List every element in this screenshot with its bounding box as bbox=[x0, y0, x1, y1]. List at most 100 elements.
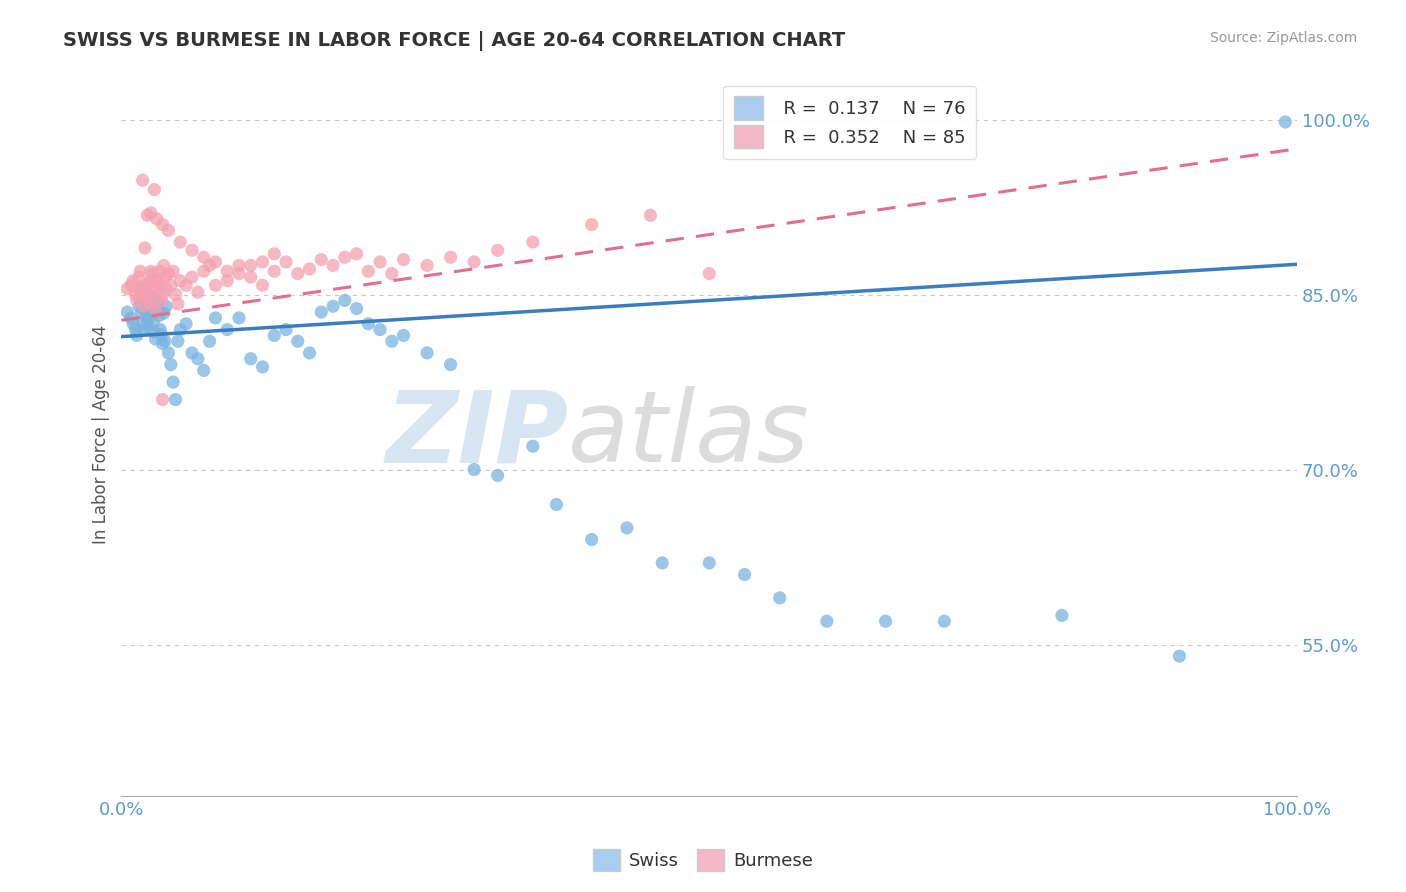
Point bbox=[204, 255, 226, 269]
Point bbox=[145, 301, 167, 316]
Y-axis label: In Labor Force | Age 20-64: In Labor Force | Age 20-64 bbox=[93, 325, 110, 544]
Point bbox=[581, 533, 603, 547]
Point bbox=[128, 299, 150, 313]
Point bbox=[117, 282, 139, 296]
Point bbox=[357, 264, 380, 278]
Point bbox=[252, 278, 274, 293]
Point bbox=[416, 259, 439, 273]
Point bbox=[138, 297, 160, 311]
Point bbox=[132, 322, 155, 336]
Point bbox=[169, 274, 191, 288]
Point bbox=[252, 255, 274, 269]
Point bbox=[298, 346, 321, 360]
Point bbox=[152, 336, 174, 351]
Point bbox=[287, 267, 309, 281]
Point bbox=[165, 392, 187, 407]
Point bbox=[463, 462, 485, 476]
Point bbox=[122, 274, 145, 288]
Point bbox=[522, 439, 544, 453]
Point bbox=[1274, 115, 1296, 129]
Point bbox=[193, 363, 215, 377]
Point bbox=[651, 556, 673, 570]
Point bbox=[322, 259, 344, 273]
Point bbox=[263, 328, 285, 343]
Point bbox=[392, 328, 415, 343]
Point bbox=[187, 285, 209, 300]
Point bbox=[198, 334, 221, 349]
Point bbox=[381, 267, 404, 281]
Point bbox=[152, 218, 174, 232]
Point bbox=[228, 259, 250, 273]
Point bbox=[239, 351, 262, 366]
Point bbox=[169, 235, 191, 249]
Point bbox=[157, 346, 180, 360]
Point bbox=[298, 262, 321, 277]
Point bbox=[135, 309, 157, 323]
Point bbox=[131, 290, 153, 304]
Point bbox=[581, 218, 603, 232]
Point bbox=[416, 346, 439, 360]
Point bbox=[815, 614, 838, 628]
Point bbox=[122, 317, 145, 331]
Point bbox=[181, 346, 204, 360]
Point bbox=[181, 270, 204, 285]
Point bbox=[117, 305, 139, 319]
Point bbox=[132, 299, 155, 313]
Point bbox=[486, 244, 509, 258]
Point bbox=[143, 183, 166, 197]
Point bbox=[152, 392, 174, 407]
Point bbox=[439, 358, 461, 372]
Point bbox=[136, 208, 159, 222]
Point bbox=[129, 293, 152, 308]
Point bbox=[145, 332, 167, 346]
Point bbox=[139, 264, 162, 278]
Point bbox=[129, 264, 152, 278]
Point bbox=[162, 375, 184, 389]
Point bbox=[228, 267, 250, 281]
Text: atlas: atlas bbox=[568, 386, 810, 483]
Text: ZIP: ZIP bbox=[385, 386, 568, 483]
Point bbox=[174, 317, 197, 331]
Point bbox=[217, 322, 239, 336]
Point bbox=[734, 567, 756, 582]
Point bbox=[152, 306, 174, 320]
Point bbox=[167, 334, 190, 349]
Point bbox=[131, 282, 153, 296]
Point bbox=[124, 322, 146, 336]
Point bbox=[381, 334, 404, 349]
Point bbox=[263, 247, 285, 261]
Point bbox=[357, 317, 380, 331]
Point bbox=[139, 304, 162, 318]
Point bbox=[165, 287, 187, 301]
Point bbox=[146, 294, 169, 309]
Point bbox=[616, 521, 638, 535]
Point bbox=[138, 297, 160, 311]
Point bbox=[145, 211, 167, 226]
Point bbox=[153, 334, 176, 349]
Legend:   R =  0.137    N = 76,   R =  0.352    N = 85: R = 0.137 N = 76, R = 0.352 N = 85 bbox=[723, 86, 977, 159]
Point bbox=[934, 614, 956, 628]
Point bbox=[159, 278, 181, 293]
Point bbox=[134, 241, 156, 255]
Text: Source: ZipAtlas.com: Source: ZipAtlas.com bbox=[1209, 31, 1357, 45]
Point bbox=[136, 313, 159, 327]
Point bbox=[155, 299, 177, 313]
Point bbox=[128, 282, 150, 296]
Point bbox=[155, 282, 177, 296]
Point bbox=[136, 290, 159, 304]
Point bbox=[143, 292, 166, 306]
Point bbox=[138, 320, 160, 334]
Point bbox=[128, 270, 150, 285]
Point bbox=[146, 274, 169, 288]
Point bbox=[463, 255, 485, 269]
Legend: Swiss, Burmese: Swiss, Burmese bbox=[586, 842, 820, 879]
Text: SWISS VS BURMESE IN LABOR FORCE | AGE 20-64 CORRELATION CHART: SWISS VS BURMESE IN LABOR FORCE | AGE 20… bbox=[63, 31, 845, 51]
Point bbox=[697, 556, 720, 570]
Point bbox=[150, 293, 173, 308]
Point bbox=[169, 322, 191, 336]
Point bbox=[159, 358, 181, 372]
Point bbox=[322, 299, 344, 313]
Point bbox=[131, 317, 153, 331]
Point bbox=[346, 301, 368, 316]
Point bbox=[486, 468, 509, 483]
